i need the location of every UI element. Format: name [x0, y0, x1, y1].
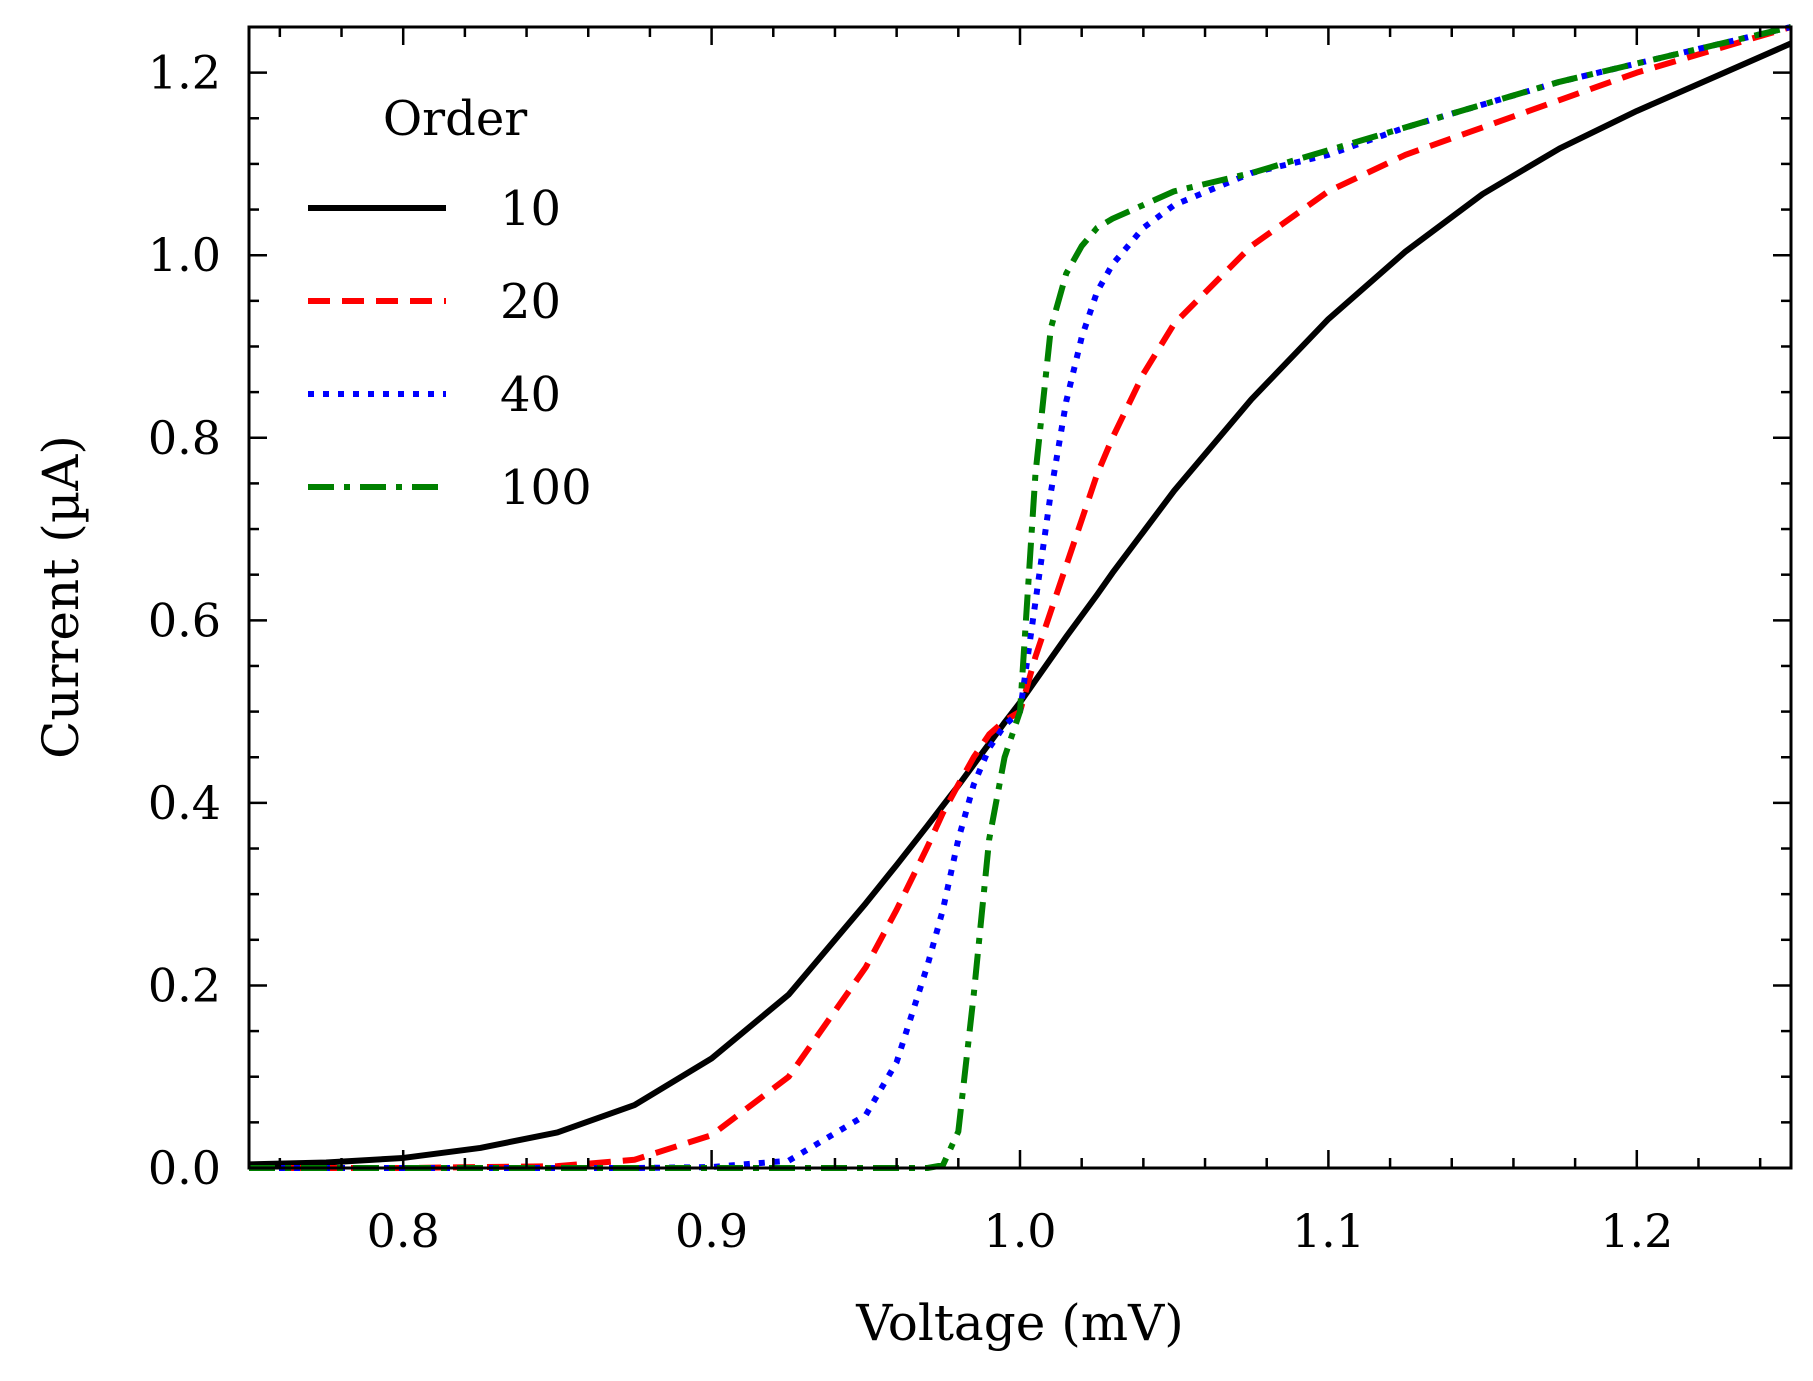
- legend-label-40: 40: [500, 367, 561, 423]
- x-tick-label: 0.8: [367, 1204, 440, 1258]
- legend-label-10: 10: [500, 181, 561, 237]
- y-tick-label: 0.6: [148, 593, 221, 647]
- plot-frame: [247, 25, 1793, 1170]
- y-axis-label: Current (µA): [32, 435, 90, 759]
- tick-labels: 0.8 0.9 1.0 1.1 1.2 0.0 0.2 0.4 0.6 0.8 1.0 1.2: [148, 46, 1674, 1258]
- legend-label-20: 20: [500, 274, 561, 330]
- x-tick-label: 1.0: [983, 1204, 1056, 1258]
- y-tick-label: 0.8: [148, 411, 221, 465]
- x-tick-label: 0.9: [675, 1204, 748, 1258]
- legend-title: Order: [383, 91, 527, 147]
- y-tick-label: 0.4: [148, 776, 221, 830]
- y-tick-label: 1.2: [148, 46, 221, 100]
- y-tick-label: 1.0: [148, 228, 221, 282]
- legend-label-100: 100: [500, 460, 592, 516]
- series-lines: [248, 24, 1793, 1171]
- y-tick-label: 0.2: [148, 958, 221, 1012]
- series-line-100: [249, 24, 1792, 1171]
- x-tick-label: 1.2: [1600, 1204, 1673, 1258]
- legend-entries: 10 20 40 100: [308, 181, 592, 516]
- x-tick-label: 1.1: [1292, 1204, 1365, 1258]
- legend: Order 10 20 40 100: [308, 91, 592, 516]
- y-tick-label: 0.0: [148, 1141, 221, 1195]
- x-axis-label: Voltage (mV): [855, 1294, 1184, 1352]
